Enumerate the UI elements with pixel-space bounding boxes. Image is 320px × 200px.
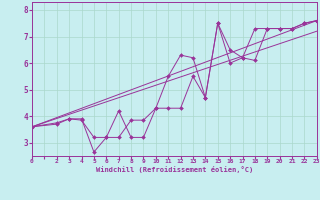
X-axis label: Windchill (Refroidissement éolien,°C): Windchill (Refroidissement éolien,°C) [96,166,253,173]
